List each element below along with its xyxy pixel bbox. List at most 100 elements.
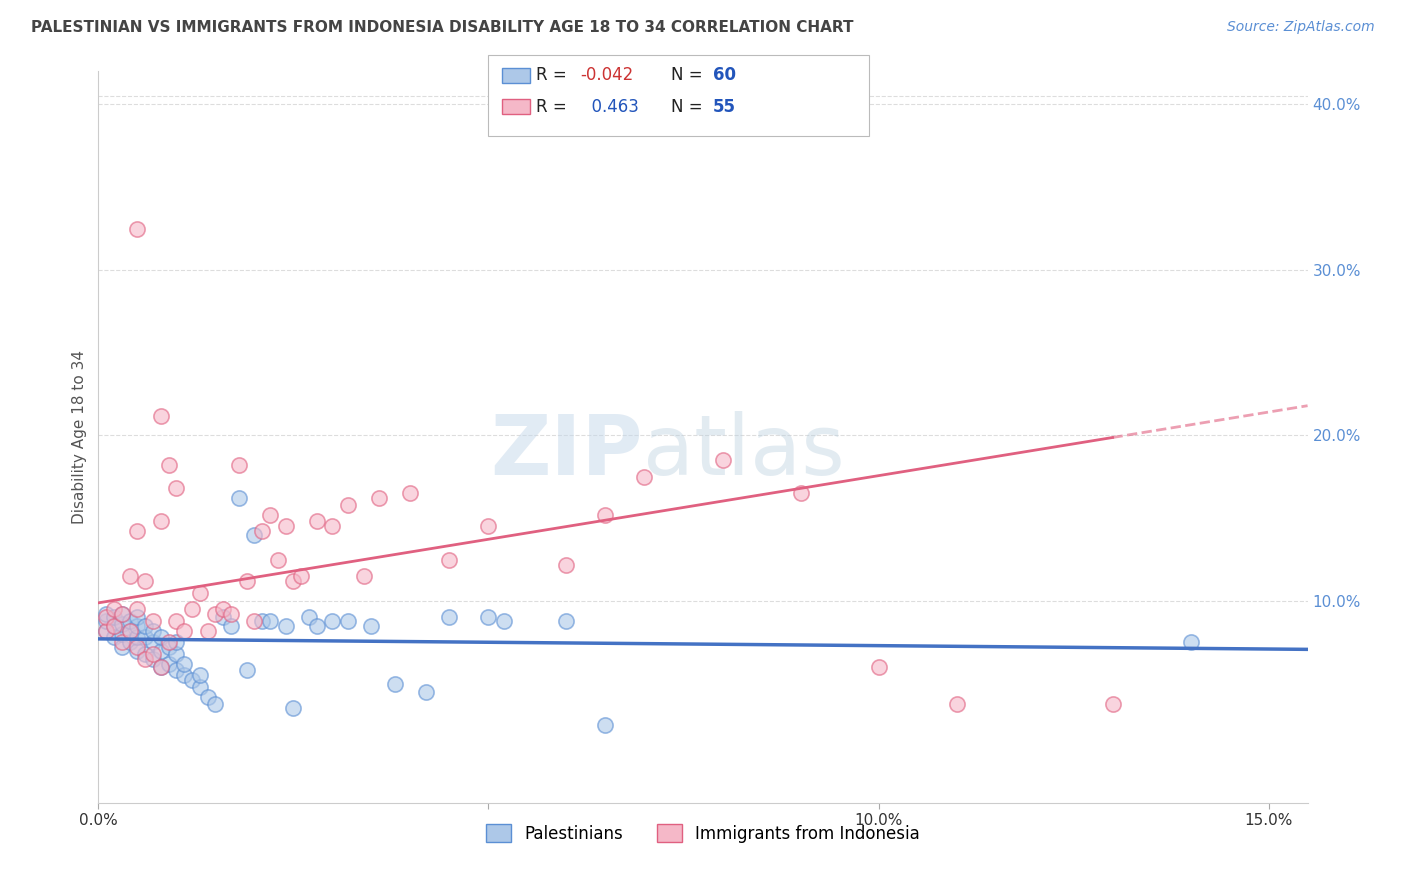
Point [127,221,149,235]
Point [219,607,242,622]
Point [103,610,125,624]
Y-axis label: Disability Age 18 to 34: Disability Age 18 to 34 [72,350,87,524]
Point [360,618,382,632]
Point [118,614,141,628]
Point [945,697,967,711]
Point [142,614,165,628]
Point [111,627,134,641]
Point [96,607,118,622]
Point [157,640,180,655]
Point [1180,635,1202,649]
Text: Source: ZipAtlas.com: Source: ZipAtlas.com [1227,20,1375,34]
Text: 60: 60 [713,66,735,85]
Point [165,647,187,661]
Point [181,673,204,688]
Point [188,680,211,694]
Point [157,635,180,649]
Point [228,491,250,506]
Point [212,610,235,624]
Point [494,614,516,628]
Point [212,602,235,616]
Point [252,524,274,539]
Point [477,610,499,624]
Point [165,482,187,496]
Point [118,624,141,638]
Legend: Palestinians, Immigrants from Indonesia: Palestinians, Immigrants from Indonesia [479,818,927,849]
Point [142,652,165,666]
Text: 0.463: 0.463 [581,97,638,116]
Point [111,635,134,649]
Point [595,508,617,522]
Point [134,652,156,666]
Point [103,602,125,616]
Point [111,617,134,632]
Point [789,486,811,500]
Point [118,624,141,638]
Point [127,602,149,616]
Point [415,685,437,699]
Point [219,618,242,632]
Point [368,491,391,506]
Point [111,607,134,622]
Point [157,458,180,473]
Point [127,630,149,644]
Point [197,624,219,638]
Point [283,574,305,588]
Point [134,630,156,644]
Point [259,614,281,628]
Point [96,624,118,638]
Point [96,614,118,628]
Point [165,614,187,628]
Point [252,614,274,628]
Point [111,607,134,622]
Point [165,664,187,678]
Point [259,508,281,522]
Point [188,668,211,682]
Point [149,660,172,674]
Text: 55: 55 [713,97,735,116]
Point [204,697,226,711]
Point [173,657,195,671]
Point [868,660,890,674]
Point [103,630,125,644]
Point [235,664,257,678]
Point [321,519,343,533]
Point [243,527,266,541]
Point [711,453,734,467]
Point [149,515,172,529]
Text: R =: R = [536,66,572,85]
Text: N =: N = [671,97,707,116]
Text: ZIP: ZIP [491,411,643,492]
Text: N =: N = [671,66,707,85]
Point [134,647,156,661]
Point [298,610,321,624]
Point [555,614,578,628]
Point [235,574,257,588]
Point [283,701,305,715]
Point [321,614,343,628]
Point [173,624,195,638]
Point [384,676,406,690]
Point [439,552,461,566]
Point [477,519,499,533]
Point [204,607,226,622]
Point [439,610,461,624]
Point [290,569,312,583]
Point [134,618,156,632]
Point [1101,697,1123,711]
Point [127,643,149,657]
Point [149,409,172,423]
Point [127,618,149,632]
Point [173,668,195,682]
Point [96,610,118,624]
Point [305,618,328,632]
Point [149,630,172,644]
Point [142,624,165,638]
Point [165,635,187,649]
Point [197,690,219,704]
Point [118,569,141,583]
Point [274,618,297,632]
Point [228,458,250,473]
Point [305,515,328,529]
Text: PALESTINIAN VS IMMIGRANTS FROM INDONESIA DISABILITY AGE 18 TO 34 CORRELATION CHA: PALESTINIAN VS IMMIGRANTS FROM INDONESIA… [31,20,853,35]
